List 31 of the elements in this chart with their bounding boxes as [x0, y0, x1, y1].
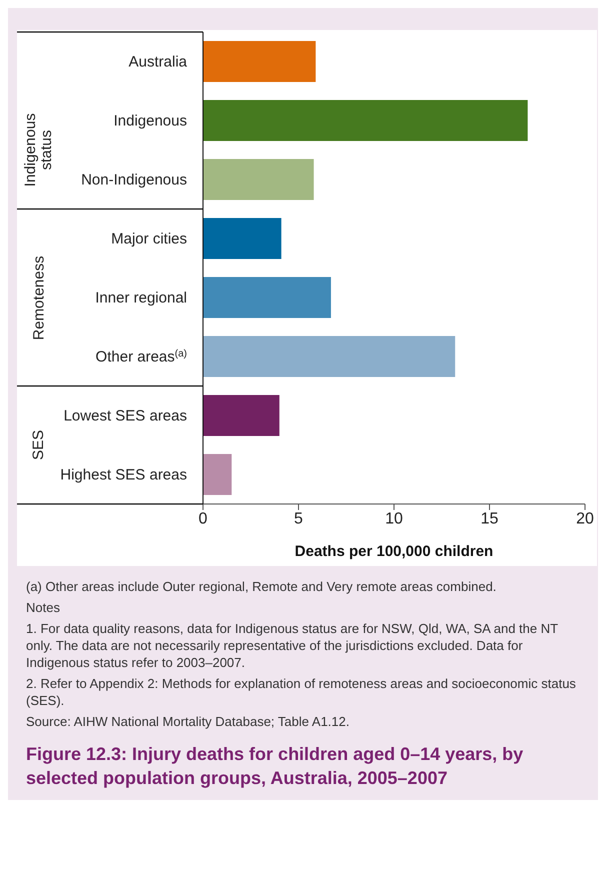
x-tick-label: 0 [198, 510, 208, 528]
bar [203, 100, 528, 141]
text: Figure 12.3: Injury deaths for children aged 0–14 years, by selected population groups, Australia, 2005–2007 [25, 743, 524, 790]
x-tick-label: 15 [480, 510, 498, 528]
bar [203, 218, 282, 259]
y-tick-label: Non-Indigenous [81, 172, 187, 188]
bar [203, 395, 280, 436]
text: 1. For data quality reasons, data for Indigenous status are for NSW, Qld, WA, SA and the NT only. The data are not necessarily representative of the jurisdictions excluded. Data for Indigenous status refer to 2003–2007. [26, 620, 559, 671]
y-tick-label: Lowest SES areas [64, 408, 187, 424]
text: Indigenous status [22, 113, 55, 187]
y-tick-label: Other areas$^{(a)}$ [96, 348, 187, 366]
y-tick-label: Indigenous [114, 112, 187, 130]
text: Remoteness [30, 255, 47, 340]
text: 2. Refer to Appendix 2: Methods for explanation of remoteness areas and socioeconomic status (SES). [26, 675, 577, 709]
x-tick-label: 10 [385, 510, 403, 528]
text: SES [30, 430, 47, 460]
bar [203, 336, 456, 377]
bar [203, 277, 331, 318]
y-tick-label: Highest SES areas [60, 466, 187, 484]
y-tick-label: Major cities [111, 230, 187, 248]
text: (a) Other areas include Outer regional, Remote and Very remote areas combined. [26, 578, 498, 595]
x-axis-title: Deaths per 100,000 children [294, 543, 494, 560]
text: Notes [26, 599, 61, 616]
bar [203, 454, 232, 495]
y-tick-label: Australia [128, 54, 188, 70]
y-tick-label: Inner regional [95, 290, 187, 306]
x-tick-label: 5 [294, 510, 304, 528]
bar [203, 159, 314, 200]
x-tick-label: 20 [576, 510, 594, 528]
source-note: Source: AIHW National Mortality Database; Table A1.12. [26, 713, 350, 730]
bar [203, 41, 316, 82]
